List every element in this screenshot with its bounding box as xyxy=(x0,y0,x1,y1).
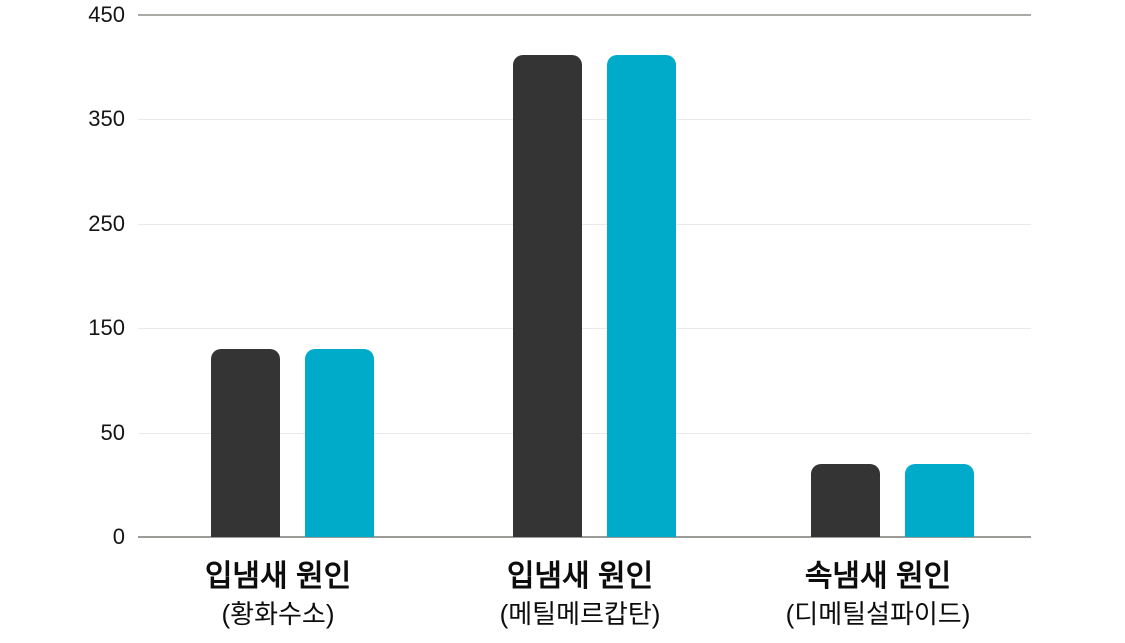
gridline-450 xyxy=(138,14,1031,16)
category-sublabel-0: (황화수소) xyxy=(221,599,335,629)
y-tick-label-50: 50 xyxy=(100,419,125,445)
gridline-350 xyxy=(138,119,1031,121)
y-tick-label-450: 450 xyxy=(88,2,125,27)
y-tick-label-350: 350 xyxy=(88,106,125,132)
bar-dark-1 xyxy=(512,54,582,537)
gridline-250 xyxy=(138,223,1031,225)
y-tick-label-0: 0 xyxy=(112,524,125,549)
bar-dark-0 xyxy=(210,349,280,537)
bar-cyan-1 xyxy=(606,54,676,537)
y-tick-label-150: 150 xyxy=(88,315,125,341)
gridline-0 xyxy=(138,536,1031,538)
gridline-150 xyxy=(138,328,1031,330)
category-label-2: 속냄새 원인 xyxy=(804,560,952,593)
bar-cyan-2 xyxy=(904,463,974,537)
bar-cyan-0 xyxy=(304,349,374,537)
category-sublabel-1: (메틸메르캅탄) xyxy=(499,599,661,629)
category-sublabel-2: (디메틸설파이드) xyxy=(785,599,971,629)
y-tick-label-250: 250 xyxy=(88,210,125,236)
category-label-0: 입냄새 원인 xyxy=(204,560,352,593)
bar-dark-2 xyxy=(810,463,880,537)
gridline-50 xyxy=(138,432,1031,434)
category-label-1: 입냄새 원인 xyxy=(506,560,654,593)
